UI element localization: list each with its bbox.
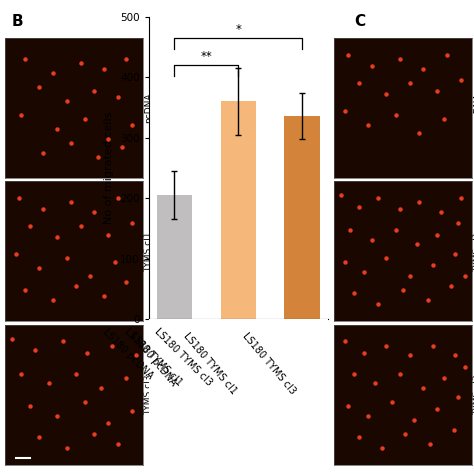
Y-axis label: TYMS cl3: TYMS cl3 <box>144 374 153 415</box>
Y-axis label: No of migrated cells: No of migrated cells <box>104 112 114 224</box>
Bar <box>157 195 192 319</box>
Text: LS180 pcDNA: LS180 pcDNA <box>128 331 179 388</box>
Bar <box>220 101 256 319</box>
Y-axis label: TYMS cl1: TYMS cl1 <box>144 231 153 272</box>
Text: B: B <box>12 14 23 29</box>
Bar <box>284 117 319 319</box>
Text: LS180 TYMS cl3: LS180 TYMS cl3 <box>153 327 214 388</box>
Text: C: C <box>355 14 365 29</box>
Text: LS180 TYMS cl3: LS180 TYMS cl3 <box>241 331 298 396</box>
Text: **: ** <box>201 50 212 63</box>
Text: LS180 pcDNA: LS180 pcDNA <box>100 327 155 381</box>
Y-axis label: pcDNA: pcDNA <box>144 93 153 123</box>
Y-axis label: TYMS cl3: TYMS cl3 <box>473 374 474 415</box>
Y-axis label: pcDNA: pcDNA <box>473 93 474 123</box>
Text: *: * <box>235 23 241 36</box>
Y-axis label: TYMS cl1: TYMS cl1 <box>473 231 474 272</box>
Text: LS180 TYMS cl1: LS180 TYMS cl1 <box>181 331 238 396</box>
Text: LS180 TYMS cl1: LS180 TYMS cl1 <box>123 327 184 388</box>
